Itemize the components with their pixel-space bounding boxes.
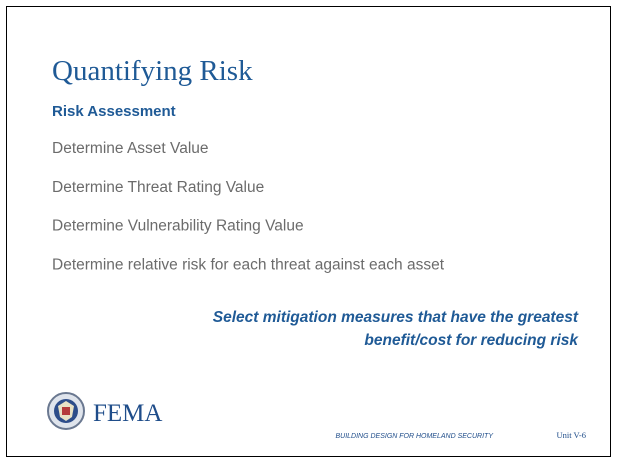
bullet-item: Determine Threat Rating Value: [52, 179, 264, 196]
callout-line: Select mitigation measures that have the…: [213, 309, 579, 326]
slide-subtitle: Risk Assessment: [52, 103, 176, 120]
course-name: BUILDING DESIGN FOR HOMELAND SECURITY: [335, 433, 494, 440]
bullet-item: Determine Asset Value: [52, 140, 209, 157]
slide-title: Quantifying Risk: [52, 55, 253, 87]
callout-line: benefit/cost for reducing risk: [364, 332, 579, 349]
fema-seal: [47, 392, 85, 430]
fema-logo-text: FEMA: [93, 400, 162, 427]
unit-number: Unit V-6: [556, 430, 586, 440]
bullet-item: Determine Vulnerability Rating Value: [52, 218, 304, 235]
bullet-item: Determine relative risk for each threat …: [52, 256, 445, 273]
slide-frame: [6, 6, 611, 457]
bullet-list: Determine Asset Value Determine Threat Ra…: [52, 140, 445, 273]
